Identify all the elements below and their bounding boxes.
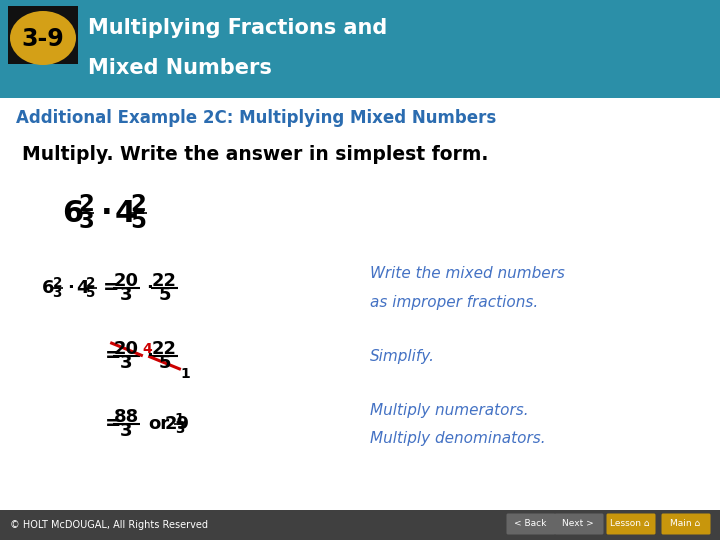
Text: 29: 29 [165,415,189,433]
Text: 5: 5 [158,354,171,372]
Text: 2: 2 [86,276,96,290]
Text: =: = [102,279,119,298]
Text: Main ⌂: Main ⌂ [670,519,700,529]
Text: 20: 20 [114,272,139,290]
FancyBboxPatch shape [606,514,655,535]
Text: 3-9: 3-9 [22,27,64,51]
Text: 3: 3 [120,354,132,372]
Text: or: or [148,415,170,433]
Text: ·: · [67,279,73,297]
Text: 3: 3 [78,210,94,233]
Text: 3: 3 [53,286,62,300]
Text: 4: 4 [114,199,135,227]
Text: Additional Example 2C: Multiplying Mixed Numbers: Additional Example 2C: Multiplying Mixed… [16,109,496,127]
Text: Multiply denominators.: Multiply denominators. [370,430,546,445]
FancyBboxPatch shape [554,514,603,535]
Text: © HOLT McDOUGAL, All Rights Reserved: © HOLT McDOUGAL, All Rights Reserved [10,520,208,530]
Text: 22: 22 [152,272,177,290]
Text: < Back: < Back [514,519,546,529]
Text: ·: · [147,347,153,365]
Text: 2: 2 [78,193,94,216]
FancyBboxPatch shape [662,514,711,535]
Ellipse shape [10,11,76,65]
Text: 1: 1 [181,367,190,381]
Text: =: = [104,415,121,434]
Text: 2: 2 [130,193,146,216]
Text: 5: 5 [158,286,171,304]
Text: 3: 3 [175,422,184,436]
Text: 22: 22 [152,340,177,358]
Text: =: = [104,347,121,366]
Text: 20: 20 [114,340,139,358]
Text: Simplify.: Simplify. [370,348,435,363]
Text: Next >: Next > [562,519,594,529]
Text: 6: 6 [42,279,55,297]
Text: 5: 5 [86,286,96,300]
Bar [0,510,720,540]
Text: ·: · [100,199,112,227]
Text: Multiply numerators.: Multiply numerators. [370,402,528,417]
Text: 3: 3 [120,286,132,304]
Text: 4: 4 [76,279,89,297]
Text: 5: 5 [130,210,146,233]
Text: 1: 1 [175,412,184,426]
Text: 6: 6 [62,199,84,227]
Text: as improper fractions.: as improper fractions. [370,294,539,309]
Text: 3: 3 [120,422,132,440]
Text: Multiplying Fractions and: Multiplying Fractions and [88,18,387,38]
Text: 2: 2 [53,276,62,290]
Text: 4: 4 [143,342,152,356]
Text: 88: 88 [114,408,139,426]
FancyBboxPatch shape [506,514,556,535]
Bar [8,6,78,64]
Text: Lesson ⌂: Lesson ⌂ [610,519,650,529]
Text: Mixed Numbers: Mixed Numbers [88,58,272,78]
Bar [0,0,720,98]
Text: ·: · [147,279,153,297]
Text: Write the mixed numbers: Write the mixed numbers [370,267,565,281]
Text: Multiply. Write the answer in simplest form.: Multiply. Write the answer in simplest f… [22,145,488,164]
